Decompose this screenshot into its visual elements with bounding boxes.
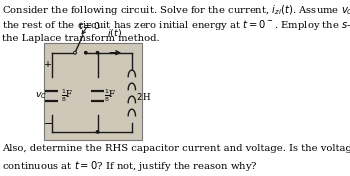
Text: $\frac{1}{8}$F: $\frac{1}{8}$F [104, 88, 117, 104]
Text: $2\,$H: $2\,$H [136, 91, 152, 102]
Text: the Laplace transform method.: the Laplace transform method. [2, 34, 160, 43]
Text: Consider the following circuit. Solve for the current, $i_{zi}(t)$. Assume $v_C(: Consider the following circuit. Solve fo… [2, 3, 350, 17]
Circle shape [74, 51, 76, 54]
Text: $\frac{1}{8}$F: $\frac{1}{8}$F [61, 88, 74, 104]
Text: $+$: $+$ [43, 59, 52, 69]
Text: $-$: $-$ [43, 117, 53, 127]
Text: $i(t)$: $i(t)$ [107, 27, 122, 39]
Text: the rest of the circuit has zero initial energy at $t=0^-$. Employ the $s$-domai: the rest of the circuit has zero initial… [2, 18, 350, 33]
Circle shape [96, 131, 99, 133]
Text: Also, determine the RHS capacitor current and voltage. Is the voltage of this ca: Also, determine the RHS capacitor curren… [2, 144, 350, 153]
Text: continuous at $t=0$? If not, justify the reason why?: continuous at $t=0$? If not, justify the… [2, 159, 258, 173]
Bar [44, 43, 142, 140]
Circle shape [85, 52, 87, 54]
Text: $t=0$: $t=0$ [78, 20, 101, 32]
Text: $v_C$: $v_C$ [35, 91, 47, 101]
Circle shape [96, 52, 99, 54]
